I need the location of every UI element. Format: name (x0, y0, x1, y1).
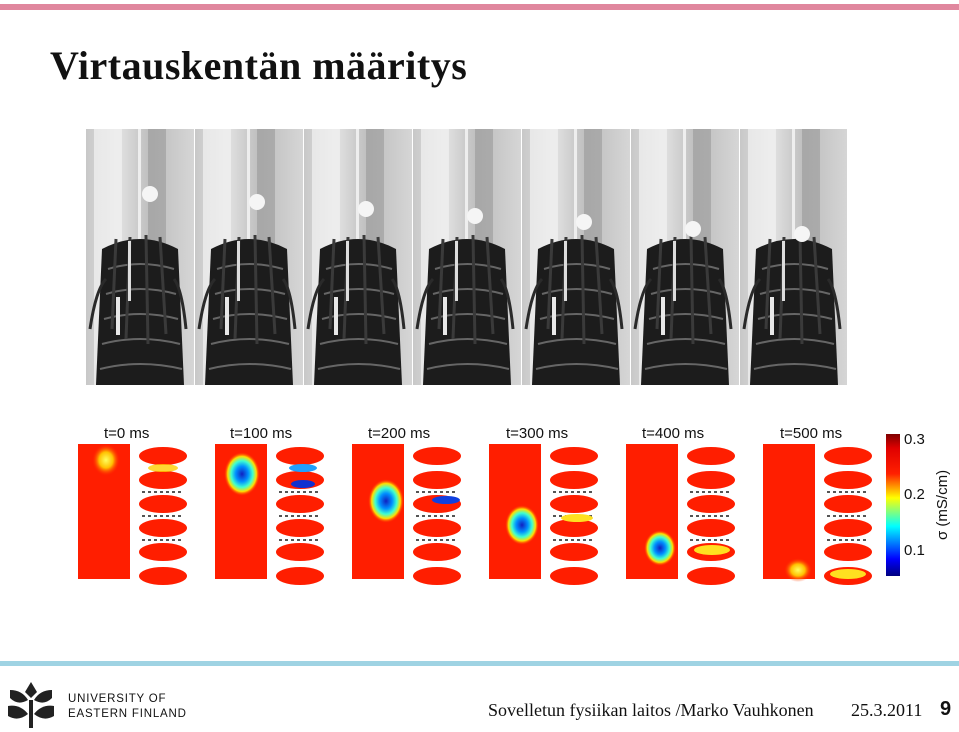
photo-frame-1 (86, 129, 196, 385)
top-accent-bar (0, 4, 959, 10)
time-label-t200: t=200 ms (368, 425, 430, 442)
time-label-t300: t=300 ms (506, 425, 568, 442)
reconstruction-t100: t=100 ms (215, 425, 325, 586)
colorbar-label: σ (mS/cm) (934, 470, 950, 540)
reconstruction-t500: t=500 ms (763, 425, 873, 586)
university-logo-icon (8, 682, 54, 728)
reconstruction-t0: t=0 ms (78, 425, 188, 586)
colorbar-tick-high: 0.3 (904, 431, 925, 448)
footer-source: Sovelletun fysiikan laitos /Marko Vauhko… (488, 700, 814, 720)
slide-title: Virtauskentän määritys (50, 43, 468, 88)
bottom-accent-bar (0, 661, 959, 666)
time-label-t500: t=500 ms (780, 425, 842, 442)
page-number: 9 (940, 698, 952, 720)
photo-frame-5 (520, 129, 632, 385)
time-label-t0: t=0 ms (104, 425, 149, 442)
tank-photo-strip (86, 129, 847, 385)
reconstruction-t300: t=300 ms (489, 425, 599, 586)
conductivity-reconstructions: t=0 ms t=100 ms t=200 ms t=300 ms t=400 … (78, 425, 950, 586)
photo-frame-7 (738, 129, 847, 385)
colorbar: 0.3 0.2 0.1 σ (mS/cm) (886, 431, 950, 576)
reconstruction-t400: t=400 ms (626, 425, 736, 586)
photo-frame-4 (411, 129, 523, 385)
reconstruction-t200: t=200 ms (352, 425, 462, 586)
university-name-line2: EASTERN FINLAND (68, 708, 187, 720)
colorbar-tick-mid: 0.2 (904, 486, 925, 503)
photo-frame-3 (302, 129, 414, 385)
photo-frame-6 (629, 129, 741, 385)
photo-frame-2 (193, 129, 305, 385)
footer-date: 25.3.2011 (851, 700, 923, 720)
time-label-t400: t=400 ms (642, 425, 704, 442)
university-name-line1: UNIVERSITY OF (68, 693, 167, 705)
colorbar-tick-low: 0.1 (904, 542, 925, 559)
time-label-t100: t=100 ms (230, 425, 292, 442)
university-name: UNIVERSITY OF EASTERN FINLAND (68, 692, 187, 722)
